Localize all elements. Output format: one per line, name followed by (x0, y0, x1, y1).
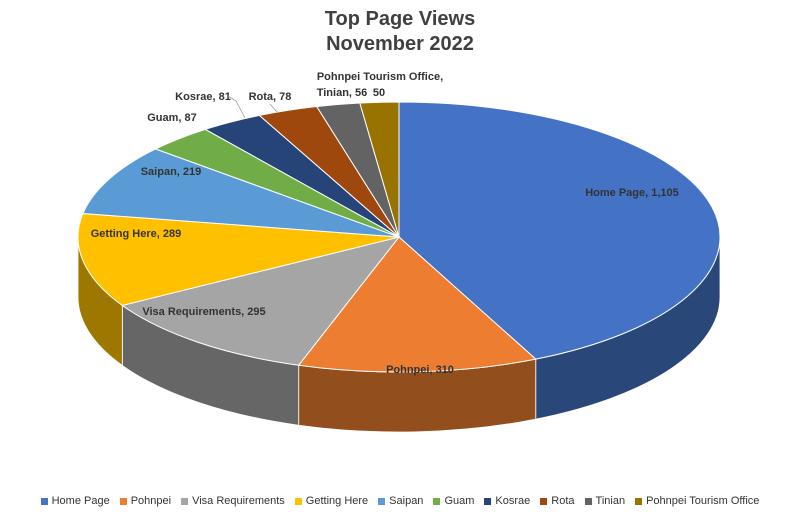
legend-item-guam: Guam (433, 495, 474, 507)
pie-slice-pohnpei (297, 236, 537, 373)
data-label-getting-here: Getting Here, 289 (91, 228, 181, 240)
legend-label-guam: Guam (444, 495, 475, 507)
legend-swatch-tinian (584, 497, 592, 505)
legend-item-pohnpei: Pohnpei (119, 495, 172, 507)
legend-item-getting-here: Getting Here (294, 495, 369, 507)
legend-label-tinian: Tinian (595, 495, 626, 507)
pie-slice-getting-here (77, 212, 400, 306)
legend-swatch-pohnpei-tourism-office (635, 497, 643, 505)
data-label-saipan: Saipan, 219 (141, 166, 202, 178)
data-label-home-page: Home Page, 1,105 (585, 187, 679, 199)
legend-item-saipan: Saipan (378, 495, 423, 507)
data-label-pohnpei: Pohnpei, 310 (386, 364, 454, 376)
legend-label-saipan: Saipan (389, 495, 424, 507)
legend-label-home-page: Home Page (51, 495, 110, 507)
leader-line-rota (269, 103, 278, 113)
legend-item-pohnpei-tourism-office: Pohnpei Tourism Office (635, 495, 759, 507)
legend-swatch-guam (433, 497, 441, 505)
pie-slice-saipan (82, 148, 400, 238)
legend-label-pohnpei: Pohnpei (130, 495, 172, 507)
pie-slice-visa-requirements (121, 236, 401, 366)
data-label-guam: Guam, 87 (147, 112, 197, 124)
legend-item-home-page: Home Page (40, 495, 110, 507)
data-label-tinian: Tinian, 56 (317, 87, 368, 99)
legend-swatch-rota (540, 497, 548, 505)
legend-label-kosrae: Kosrae (495, 495, 531, 507)
legend-label-visa-requirements: Visa Requirements (192, 495, 285, 507)
legend-label-pohnpei-tourism-office: Pohnpei Tourism Office (646, 495, 760, 507)
data-label-kosrae: Kosrae, 81 (175, 91, 231, 103)
legend-swatch-pohnpei (119, 497, 127, 505)
legend-item-tinian: Tinian (584, 495, 626, 507)
legend-swatch-visa-requirements (181, 497, 189, 505)
legend-item-kosrae: Kosrae (484, 495, 530, 507)
chart-title-line-2: November 2022 (326, 33, 474, 55)
legend: Home Page Pohnpei Visa Requirements Getting… (0, 495, 800, 507)
legend-label-rota: Rota (551, 495, 575, 507)
legend-item-visa-requirements: Visa Requirements (181, 495, 285, 507)
legend-item-rota: Rota (540, 495, 575, 507)
pie-slice-pohnpei-tourism-office (359, 101, 400, 238)
data-label-rota: Rota, 78 (249, 91, 292, 103)
pie-slice-home-page (398, 101, 721, 360)
legend-label-getting-here: Getting Here (305, 495, 369, 507)
chart-title-line-1: Top Page Views (324, 8, 476, 30)
data-label-pohnpei-tourism-office-value: 50 (373, 87, 385, 99)
data-label-pohnpei-tourism-office-line1: Pohnpei Tourism Office, (317, 71, 443, 83)
data-label-visa-requirements: Visa Requirements, 295 (142, 306, 265, 318)
legend-swatch-kosrae (484, 497, 492, 505)
legend-swatch-saipan (378, 497, 386, 505)
legend-swatch-home-page (40, 497, 48, 505)
legend-swatch-getting-here (294, 497, 302, 505)
leader-line-kosrae (227, 95, 246, 119)
